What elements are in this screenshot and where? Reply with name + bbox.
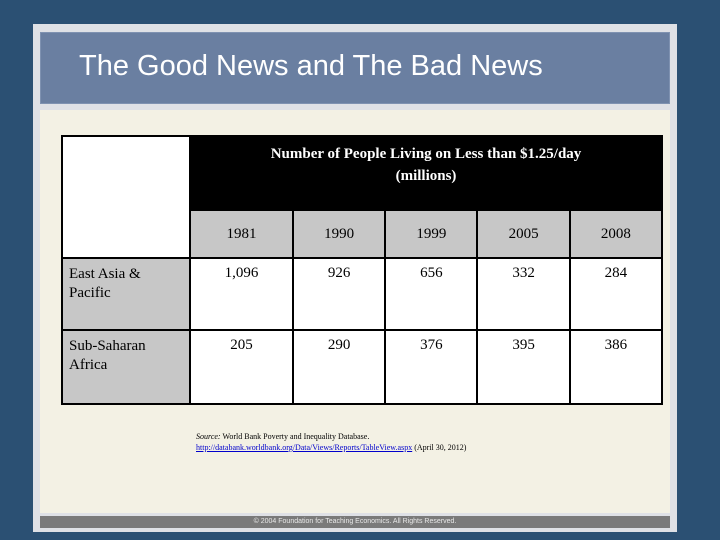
title-bar — [40, 32, 670, 104]
source-note: Source: World Bank Poverty and Inequalit… — [196, 431, 616, 453]
year-header-1999: 1999 — [384, 209, 479, 259]
table-cell: 290 — [292, 329, 387, 405]
table-cell: 205 — [188, 329, 295, 405]
footer-bar — [40, 516, 670, 528]
source-label: Source: — [196, 432, 221, 441]
source-text: World Bank Poverty and Inequality Databa… — [222, 432, 370, 441]
table-cell: 656 — [384, 257, 479, 331]
table-cell: 926 — [292, 257, 387, 331]
table-header: Number of People Living on Less than $1.… — [189, 135, 663, 211]
table-cell: 332 — [476, 257, 571, 331]
table-cell: 386 — [568, 329, 664, 405]
table-row: East Asia & Pacific 1,096 926 656 332 28… — [61, 257, 664, 331]
year-header-2005: 2005 — [476, 209, 571, 259]
table-header-line1: Number of People Living on Less than $1.… — [270, 146, 582, 162]
poverty-table: Number of People Living on Less than $1.… — [61, 135, 664, 405]
table-cell: 1,096 — [188, 257, 295, 331]
table-cell: 376 — [384, 329, 479, 405]
row-label-sub-saharan: Sub-Saharan Africa — [61, 329, 191, 405]
table-cell: 284 — [568, 257, 664, 331]
row-label-east-asia: East Asia & Pacific — [61, 257, 191, 331]
table-cell: 395 — [476, 329, 571, 405]
slide-title: The Good News and The Bad News — [79, 50, 543, 82]
table-header-line2: (millions) — [395, 168, 457, 184]
table-corner-cell — [61, 135, 191, 259]
year-header-1981: 1981 — [188, 209, 295, 259]
source-link[interactable]: http://databank.worldbank.org/Data/Views… — [196, 443, 413, 452]
year-header-1990: 1990 — [292, 209, 387, 259]
source-date: (April 30, 2012) — [414, 443, 467, 452]
table-row: Sub-Saharan Africa 205 290 376 395 386 — [61, 329, 664, 405]
copyright-footer: © 2004 Foundation for Teaching Economics… — [253, 518, 457, 525]
year-header-2008: 2008 — [568, 209, 664, 259]
